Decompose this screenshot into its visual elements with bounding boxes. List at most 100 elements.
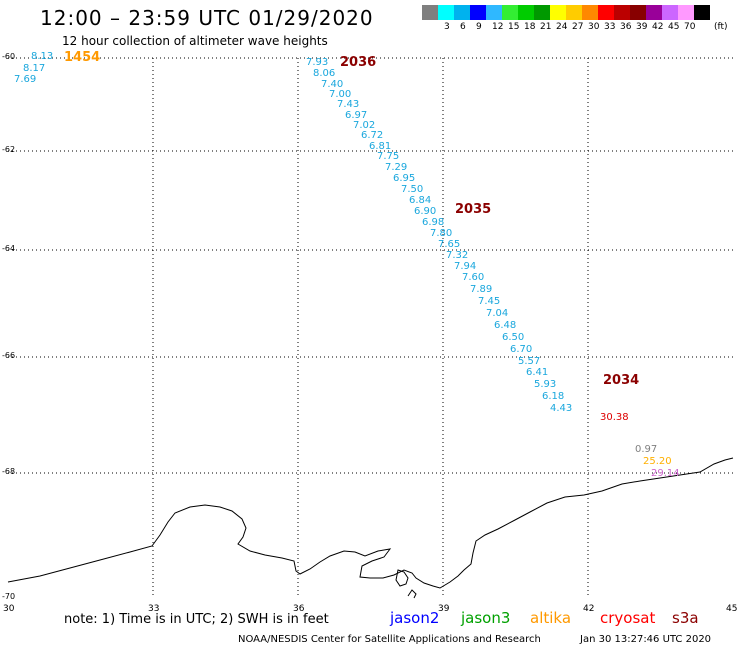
legend-cryosat: cryosat <box>600 609 656 627</box>
wave-height-value: 7.60 <box>462 272 485 283</box>
credit-line: NOAA/NESDIS Center for Satellite Applica… <box>238 634 541 645</box>
colorbar-swatch: 21 <box>534 5 551 32</box>
pass-time-label: 2036 <box>340 55 377 70</box>
colorbar-swatch: 15 <box>502 5 519 32</box>
wave-height-value: 7.89 <box>470 284 493 295</box>
colorbar-tick-label: 15 <box>508 22 520 32</box>
colorbar-unit: (ft) <box>714 22 728 32</box>
lon-label-45: 45 <box>726 604 738 614</box>
map-subtitle: 12 hour collection of altimeter wave hei… <box>62 34 328 48</box>
colorbar-swatch: 24 <box>550 5 567 32</box>
colorbar-swatch: 27 <box>566 5 583 32</box>
wave-height-value: 6.84 <box>409 195 432 206</box>
colorbar-tick-label: 45 <box>668 22 680 32</box>
wave-height-value: 7.50 <box>401 184 424 195</box>
wave-height-value: 6.70 <box>510 344 533 355</box>
lon-label-36: 36 <box>293 604 305 614</box>
coastline-islet <box>407 589 417 599</box>
wave-height-value: 5.93 <box>534 379 557 390</box>
wave-height-value: 6.48 <box>494 320 517 331</box>
wave-height-value: 6.97 <box>345 110 368 121</box>
colorbar-tick-label: 27 <box>572 22 584 32</box>
wave-height-value: 6.98 <box>422 217 445 228</box>
colorbar-tick-label: 70 <box>684 22 696 32</box>
wave-height-value: 6.81 <box>369 141 392 152</box>
legend-altika: altika <box>530 609 572 627</box>
wave-height-value: 7.45 <box>478 296 501 307</box>
lat-label-70: -70 <box>2 592 16 601</box>
lat-label-60: -60 <box>2 52 16 61</box>
legend-s3a: s3a <box>672 609 699 627</box>
coastline-inlet <box>395 569 409 587</box>
wave-height-value: 6.41 <box>526 367 549 378</box>
wave-height-value: 7.02 <box>353 120 376 131</box>
wave-height-value: 6.50 <box>502 332 525 343</box>
wave-height-value: 7.29 <box>385 162 408 173</box>
wave-height-value: 5.57 <box>518 356 541 367</box>
lon-label-30: 30 <box>3 604 15 614</box>
colorbar-swatch <box>422 5 438 20</box>
colorbar-swatch: 39 <box>630 5 647 32</box>
wave-height-value: 29.14 <box>651 468 680 479</box>
colorbar-swatch <box>694 5 710 20</box>
lat-label-64: -64 <box>2 244 16 253</box>
wave-height-value: 7.93 <box>306 57 329 68</box>
wave-height-value: 8.06 <box>313 68 336 79</box>
colorbar-swatch: 33 <box>598 5 615 32</box>
wave-height-value: 0.97 <box>635 444 658 455</box>
lon-label-42: 42 <box>583 604 595 614</box>
wave-height-value: 7.43 <box>337 99 360 110</box>
wave-height-value: 6.90 <box>414 206 437 217</box>
map-title: 12:00 – 23:59 UTC 01/29/2020 <box>40 6 374 30</box>
colorbar-tick-label: 30 <box>588 22 600 32</box>
colorbar-swatch: 70 <box>678 5 695 32</box>
lat-label-66: -66 <box>2 351 16 360</box>
colorbar-tick-label: 9 <box>476 22 482 32</box>
colorbar-tick-label: 39 <box>636 22 648 32</box>
wave-height-value: 8.17 <box>23 63 46 74</box>
antarctic-coastline <box>7 457 734 589</box>
colorbar-tick-label: 18 <box>524 22 536 32</box>
pass-time-label: 2034 <box>603 373 640 388</box>
colorbar-swatch: 18 <box>518 5 535 32</box>
pass-time-label: 2035 <box>455 202 492 217</box>
colorbar-tick-label: 3 <box>444 22 450 32</box>
colorbar-swatch: 36 <box>614 5 631 32</box>
colorbar-tick-label: 36 <box>620 22 632 32</box>
wave-height-value: 7.65 <box>438 239 461 250</box>
wave-height-value: 6.18 <box>542 391 565 402</box>
wave-height-value: 4.43 <box>550 403 573 414</box>
colorbar-tick-label: 12 <box>492 22 504 32</box>
colorbar-swatch: 9 <box>470 5 486 32</box>
colorbar-swatch: 42 <box>646 5 663 32</box>
lon-label-33: 33 <box>148 604 160 614</box>
colorbar-swatch: 12 <box>486 5 503 32</box>
wave-height-value: 8.13 <box>31 51 54 62</box>
wave-height-value: 7.80 <box>430 228 453 239</box>
colorbar-tick-label: 24 <box>556 22 568 32</box>
colorbar-swatch: 3 <box>438 5 454 32</box>
wave-height-value: 7.75 <box>377 151 400 162</box>
colorbar-swatch: 45 <box>662 5 679 32</box>
lat-label-62: -62 <box>2 145 16 154</box>
footer-note: note: 1) Time is in UTC; 2) SWH is in fe… <box>64 612 329 627</box>
legend-jason2: jason2 <box>390 609 440 627</box>
colorbar-tick-label: 6 <box>460 22 466 32</box>
wave-height-value: 30.38 <box>600 412 629 423</box>
legend-jason3: jason3 <box>461 609 511 627</box>
colorbar-tick-label: 33 <box>604 22 616 32</box>
wave-height-value: 7.04 <box>486 308 509 319</box>
wave-height-value: 7.40 <box>321 79 344 90</box>
wave-height-value: 7.00 <box>329 89 352 100</box>
wave-height-value: 7.32 <box>446 250 469 261</box>
pass-time-label: 1454 <box>64 50 101 65</box>
graticule <box>8 57 733 598</box>
wave-height-value: 6.95 <box>393 173 416 184</box>
lat-label-68: -68 <box>2 467 16 476</box>
colorbar-swatch: 30 <box>582 5 599 32</box>
lon-label-39: 39 <box>438 604 450 614</box>
wave-height-colorbar: 3 6 9 12 15 18 21 24 27 30 33 36 39 42 45 70 <box>422 5 710 32</box>
wave-height-value: 7.69 <box>14 74 37 85</box>
